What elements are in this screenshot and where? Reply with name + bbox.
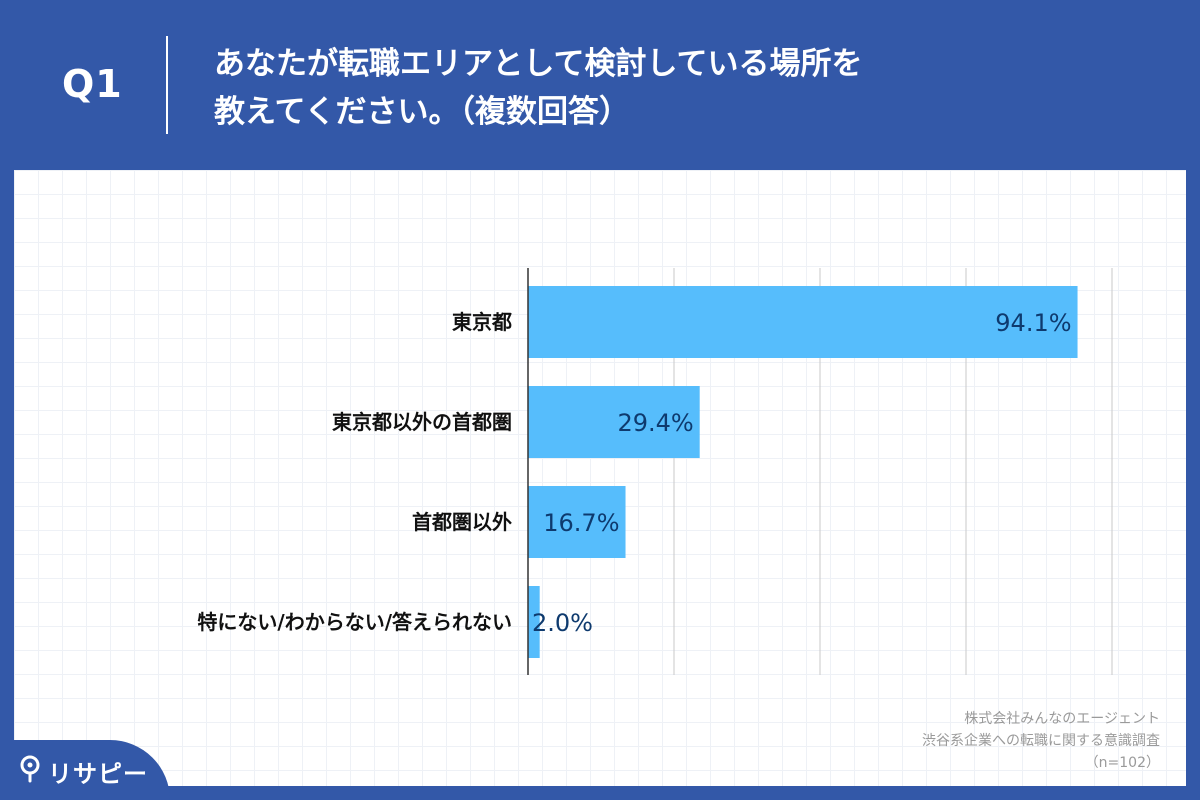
bar-chart: 東京都 94.1% 東京都以外の首都圏 29.4% 首都圏以外 16.7% 特にない/わから… bbox=[197, 268, 1113, 675]
value-label-3: 2.0% bbox=[532, 609, 593, 637]
question-line-2: 教えてください。（複数回答） bbox=[214, 94, 631, 130]
question-line-1: あなたが転職エリアとして検討している場所を bbox=[214, 46, 863, 82]
bar-1 bbox=[528, 386, 700, 458]
source-company: 株式会社みんなのエージェント bbox=[964, 711, 1160, 727]
brand-logo: リサピー bbox=[0, 740, 170, 800]
header-divider bbox=[166, 36, 168, 134]
category-label-0: 東京都 bbox=[452, 310, 512, 334]
bar-2 bbox=[528, 486, 626, 558]
bar-0 bbox=[528, 286, 1078, 358]
category-label-2: 首都圏以外 bbox=[412, 510, 512, 534]
source-note: 株式会社みんなのエージェント 渋谷系企業への転職に関する意識調査 （n=102） bbox=[922, 708, 1160, 774]
source-survey: 渋谷系企業への転職に関する意識調査 bbox=[922, 733, 1160, 749]
header: Q1 あなたが転職エリアとして検討している場所を 教えてください。（複数回答） bbox=[0, 0, 1200, 170]
map-pin-icon bbox=[20, 755, 40, 783]
source-sample-size: （n=102） bbox=[1084, 755, 1160, 771]
value-label-2: 16.7% bbox=[543, 509, 619, 537]
brand-name: リサピー bbox=[48, 760, 148, 788]
value-label-0: 94.1% bbox=[995, 309, 1071, 337]
category-label-1: 東京都以外の首都圏 bbox=[332, 410, 512, 434]
category-label-3: 特にない/わからない/答えられない bbox=[197, 610, 512, 634]
chart-panel: 東京都 94.1% 東京都以外の首都圏 29.4% 首都圏以外 16.7% 特にない/わから… bbox=[14, 170, 1186, 786]
bar-3 bbox=[528, 586, 540, 658]
question-number: Q1 bbox=[62, 62, 123, 106]
value-label-1: 29.4% bbox=[617, 409, 693, 437]
question-text: あなたが転職エリアとして検討している場所を 教えてください。（複数回答） bbox=[214, 40, 863, 136]
